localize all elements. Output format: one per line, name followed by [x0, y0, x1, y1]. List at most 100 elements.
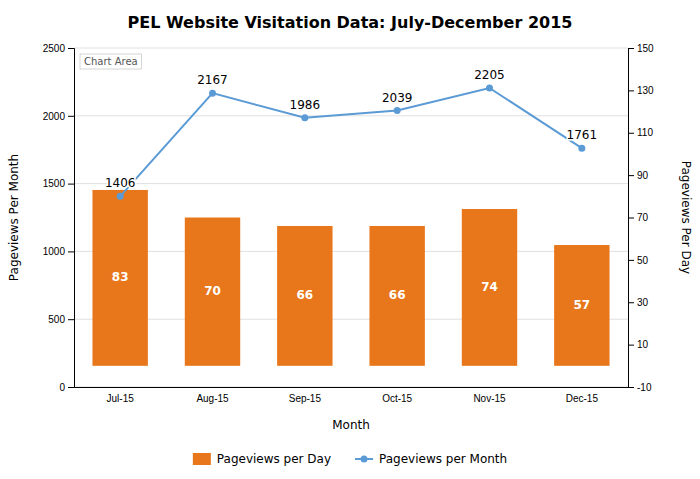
bar: [92, 190, 147, 366]
x-tick-label: Dec-15: [566, 393, 599, 404]
line-label: 2167: [197, 73, 228, 87]
line-label: 1986: [290, 98, 321, 112]
y2-tick-label: 50: [637, 255, 649, 266]
y2-tick-label: 150: [637, 43, 654, 54]
legend-item: Pageviews per Day: [193, 452, 331, 466]
grid: [74, 48, 628, 387]
y2-tick: 50: [628, 255, 649, 266]
x-tick: Jul-15: [107, 393, 135, 404]
y-tick: 1500: [43, 178, 74, 189]
bar-label: 57: [573, 298, 590, 312]
y-tick-label: 500: [48, 314, 65, 325]
x-tick: Oct-15: [382, 393, 412, 404]
y-tick-label: 1500: [43, 178, 66, 189]
annotation-box: [80, 54, 142, 69]
y2-tick: 70: [628, 212, 649, 223]
y2-tick-mark: [628, 345, 634, 346]
line-point: [209, 90, 216, 97]
y-tick-label: 2500: [43, 43, 66, 54]
grid-line: [74, 183, 628, 184]
line-point: [394, 107, 401, 114]
y2-tick: 30: [628, 297, 649, 308]
y-tick-mark: [68, 116, 74, 117]
y-tick: 500: [48, 314, 74, 325]
y-axis-title: Pageviews Per Month: [7, 154, 21, 281]
x-tick-label: Aug-15: [196, 393, 229, 404]
y2-tick-label: 130: [637, 85, 654, 96]
annotation: Chart Area: [80, 54, 142, 69]
grid-line: [74, 115, 628, 116]
y-tick: 2000: [43, 111, 74, 122]
y-tick: 1000: [43, 246, 74, 257]
y2-tick: 10: [628, 339, 649, 350]
annotation-text: Chart Area: [84, 56, 138, 67]
y2-tick-mark: [628, 302, 634, 303]
bar: [185, 218, 240, 366]
bar-series: [92, 190, 609, 366]
line-label: 1761: [567, 128, 598, 142]
line-point: [578, 145, 585, 152]
bar: [554, 245, 609, 366]
y2-tick-label: 70: [637, 212, 649, 223]
line: [120, 88, 582, 196]
y-tick-mark: [68, 251, 74, 252]
grid-line: [74, 48, 628, 49]
y-tick: 2500: [43, 43, 74, 54]
y2-tick-label: 30: [637, 297, 649, 308]
line-label: 2039: [382, 91, 413, 105]
y2-tick-label: -10: [637, 382, 652, 393]
y2-tick-mark: [628, 260, 634, 261]
y-tick-mark: [68, 387, 74, 388]
line-point: [301, 114, 308, 121]
y2-tick-mark: [628, 133, 634, 134]
grid-line: [74, 319, 628, 320]
y2-tick: 130: [628, 85, 654, 96]
bar-label: 66: [389, 288, 406, 302]
bar: [369, 226, 424, 366]
y2-tick-mark: [628, 90, 634, 91]
line-point: [486, 85, 493, 92]
y-tick-label: 0: [59, 382, 65, 393]
line-label: 1406: [105, 176, 136, 190]
x-tick-label: Nov-15: [473, 393, 506, 404]
y-tick-mark: [68, 319, 74, 320]
marks: [92, 85, 609, 366]
y2-tick-mark: [628, 48, 634, 49]
y2-axis-line: [629, 49, 635, 388]
y2-tick-label: 90: [637, 170, 649, 181]
line-point: [117, 193, 124, 200]
x-tick: Dec-15: [566, 393, 599, 404]
grid-line: [74, 387, 628, 388]
grid-line: [74, 251, 628, 252]
y-axis: 0 500 1000 1500 2000 2500: [43, 43, 75, 393]
x-tick-label: Sep-15: [289, 393, 322, 404]
x-axis-line: [75, 387, 629, 388]
x-tick: Aug-15: [196, 393, 229, 404]
bar-label: 83: [112, 270, 129, 284]
y2-tick-mark: [628, 175, 634, 176]
legend-item: Pageviews per Month: [355, 452, 507, 466]
y2-axis: -10 10 30 50 70 90 110 130 150: [628, 43, 654, 393]
bar-label: 74: [481, 280, 498, 294]
y2-tick: 90: [628, 170, 649, 181]
legend-label: Pageviews per Month: [379, 452, 507, 466]
plot: Jul-15Aug-15Sep-15Oct-15Nov-15Dec-150500…: [43, 43, 654, 404]
bar-label: 66: [296, 288, 313, 302]
bar-label: 70: [204, 284, 221, 298]
x-tick: Sep-15: [289, 393, 322, 404]
legend-marker: [361, 456, 368, 463]
y-tick: 0: [59, 382, 74, 393]
x-tick-label: Jul-15: [107, 393, 135, 404]
x-tick: Nov-15: [473, 393, 506, 404]
x-axis: Jul-15 Aug-15 Sep-15 Oct-15 Nov-15 Dec-15: [75, 388, 629, 405]
y-tick-label: 2000: [43, 111, 66, 122]
legend-swatch: [193, 453, 211, 465]
y2-tick: -10: [628, 382, 652, 393]
y2-tick: 150: [628, 43, 654, 54]
y2-axis-title: Pageviews Per Day: [679, 161, 693, 274]
y2-tick-label: 10: [637, 339, 649, 350]
chart: Jul-15Aug-15Sep-15Oct-15Nov-15Dec-150500…: [0, 0, 700, 479]
legend-label: Pageviews per Day: [217, 452, 331, 466]
y2-tick: 110: [628, 127, 653, 138]
y-tick-mark: [68, 184, 74, 185]
